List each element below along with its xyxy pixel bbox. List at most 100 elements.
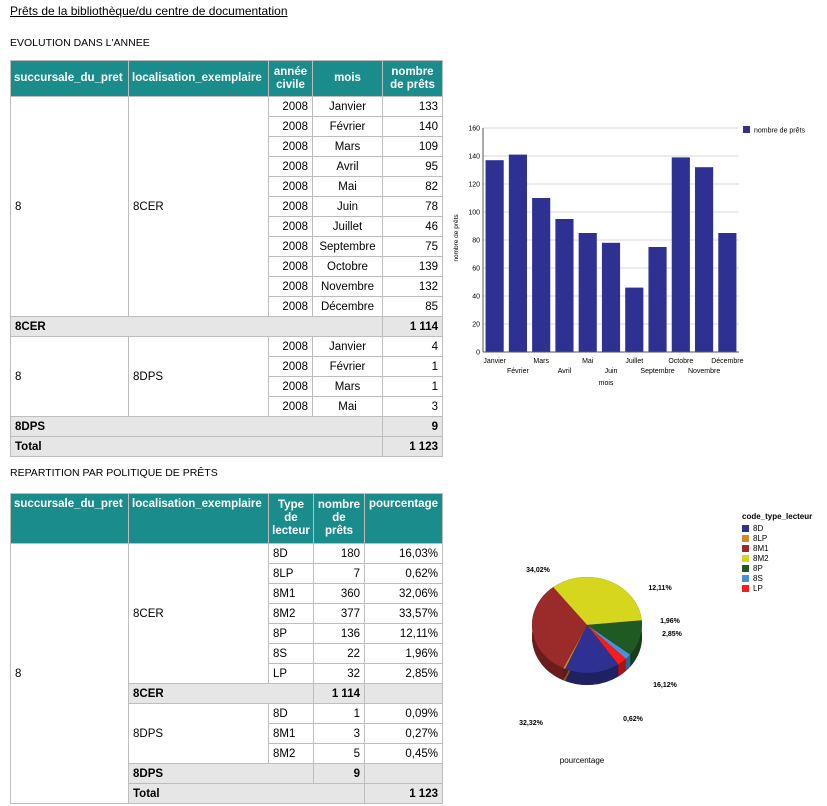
mois-cell: Avril xyxy=(312,156,383,177)
col-type-lecteur[interactable]: Type de lecteur xyxy=(268,493,314,544)
mois-cell: Janvier xyxy=(312,336,383,357)
evolution-table: succursale_du_pret localisation_exemplai… xyxy=(10,60,443,457)
nombre-cell: 3 xyxy=(313,723,365,744)
pie-value-label: 0,62% xyxy=(623,716,644,723)
x-tick-label: Mars xyxy=(533,358,549,365)
total-row: Total 1 123 xyxy=(10,436,443,457)
nombre-cell: 5 xyxy=(313,743,365,764)
mois-cell: Mai xyxy=(312,176,383,197)
legend-item: 8M2 xyxy=(742,553,812,563)
annee-cell: 2008 xyxy=(268,96,313,117)
legend-swatch xyxy=(743,126,750,133)
legend-swatch xyxy=(742,574,749,582)
pct-cell: 16,03% xyxy=(364,543,443,564)
legend-item: 8M1 xyxy=(742,543,812,553)
x-tick-label: Juillet xyxy=(625,358,643,365)
nombre-cell: 377 xyxy=(313,603,365,624)
nombre-cell: 140 xyxy=(382,116,443,137)
col-succursale[interactable]: succursale_du_pret xyxy=(10,493,129,544)
mois-cell: Mars xyxy=(312,376,383,397)
type-cell: 8D xyxy=(268,543,314,564)
type-cell: 8P xyxy=(268,623,314,644)
subtotal-label: 8DPS xyxy=(128,763,314,784)
col-localisation[interactable]: localisation_exemplaire xyxy=(128,493,269,544)
col-succursale[interactable]: succursale_du_pret xyxy=(10,60,129,97)
legend-swatch xyxy=(742,524,749,532)
legend-item: LP xyxy=(742,583,812,593)
mois-cell: Décembre xyxy=(312,296,383,317)
col-localisation[interactable]: localisation_exemplaire xyxy=(128,60,269,97)
chart-bars xyxy=(485,154,737,352)
pie-slice-edge-8p xyxy=(630,620,642,667)
legend-swatch xyxy=(742,544,749,552)
y-tick-label: 80 xyxy=(472,238,480,245)
table-row: 8 8CER 2008 Janvier 133 xyxy=(10,96,443,317)
nombre-cell: 136 xyxy=(313,623,365,644)
y-tick-label: 20 xyxy=(472,322,480,329)
pie-slice-8lp xyxy=(562,624,588,670)
legend-item: 8LP xyxy=(742,533,812,543)
annee-cell: 2008 xyxy=(268,176,313,197)
nombre-cell: 32 xyxy=(313,663,365,684)
col-nombre[interactable]: nombre de prêts xyxy=(313,493,365,544)
nombre-cell: 85 xyxy=(382,296,443,317)
pct-cell: 0,62% xyxy=(364,563,443,584)
legend-item: 8P xyxy=(742,563,812,573)
legend-label: 8S xyxy=(753,573,763,583)
col-mois[interactable]: mois xyxy=(312,60,383,97)
col-nombre[interactable]: nombre de prêts xyxy=(382,60,443,97)
annee-cell: 2008 xyxy=(268,276,313,297)
mois-cell: Novembre xyxy=(312,276,383,297)
bar-avril xyxy=(555,219,574,352)
subtotal-row: 8DPS 9 xyxy=(10,416,443,437)
pct-cell: 0,45% xyxy=(364,743,443,764)
bar-septembre xyxy=(648,247,667,352)
x-tick-label: Juin xyxy=(605,368,618,375)
chart-x-axis-label: mois xyxy=(599,380,614,387)
x-tick-label: Novembre xyxy=(688,368,720,375)
subtotal-label: 8CER xyxy=(128,683,314,704)
legend-label: LP xyxy=(753,583,763,593)
localisation-cell: 8CER xyxy=(128,543,269,684)
legend-label: 8LP xyxy=(753,533,768,543)
nombre-cell: 95 xyxy=(382,156,443,177)
repartition-header-row: succursale_du_pret localisation_exemplai… xyxy=(10,493,443,544)
mois-cell: Mars xyxy=(312,136,383,157)
subtotal-value: 1 114 xyxy=(382,316,443,337)
bar-juillet xyxy=(625,287,644,352)
pie-legend: code_type_lecteur 8D 8LP 8M1 8M2 8P 8S LP xyxy=(742,512,812,593)
succursale-cell: 8 xyxy=(10,543,129,804)
annee-cell: 2008 xyxy=(268,156,313,177)
legend-label: 8M2 xyxy=(753,553,769,563)
annee-cell: 2008 xyxy=(268,336,313,357)
nombre-cell: 109 xyxy=(382,136,443,157)
nombre-cell: 1 xyxy=(313,703,365,724)
table-row: 2008 Juillet 46 xyxy=(11,216,443,237)
mois-cell: Juin xyxy=(312,196,383,217)
section-title-repartition: REPARTITION PAR POLITIQUE DE PRÊTS xyxy=(10,467,218,479)
pie-slice-8m2 xyxy=(552,576,642,626)
type-cell: 8LP xyxy=(268,563,314,584)
table-row: 2008 Mai 82 xyxy=(11,176,443,197)
legend-item: 8D xyxy=(742,523,812,533)
legend-item: 8S xyxy=(742,573,812,583)
subtotal-value: 1 114 xyxy=(313,683,365,704)
col-annee[interactable]: année civile xyxy=(268,60,313,97)
table-row: 2008 Novembre 132 xyxy=(11,276,443,297)
chart-y-axis-label: nombre de prêts xyxy=(453,214,460,262)
annee-cell: 2008 xyxy=(268,296,313,317)
col-pourcentage[interactable]: pourcentage xyxy=(364,493,443,544)
mois-cell: Juillet xyxy=(312,216,383,237)
bar-février xyxy=(508,154,527,352)
x-tick-label: Décembre xyxy=(711,358,743,365)
total-value: 1 123 xyxy=(364,783,443,804)
pct-cell: 2,85% xyxy=(364,663,443,684)
bar-novembre xyxy=(695,167,714,352)
nombre-cell: 133 xyxy=(382,96,443,117)
x-tick-label: Avril xyxy=(558,368,572,375)
subtotal-empty xyxy=(364,763,443,784)
legend-swatch xyxy=(742,584,749,592)
pct-cell: 1,96% xyxy=(364,643,443,664)
pie-slice-edge-8s xyxy=(625,654,631,672)
